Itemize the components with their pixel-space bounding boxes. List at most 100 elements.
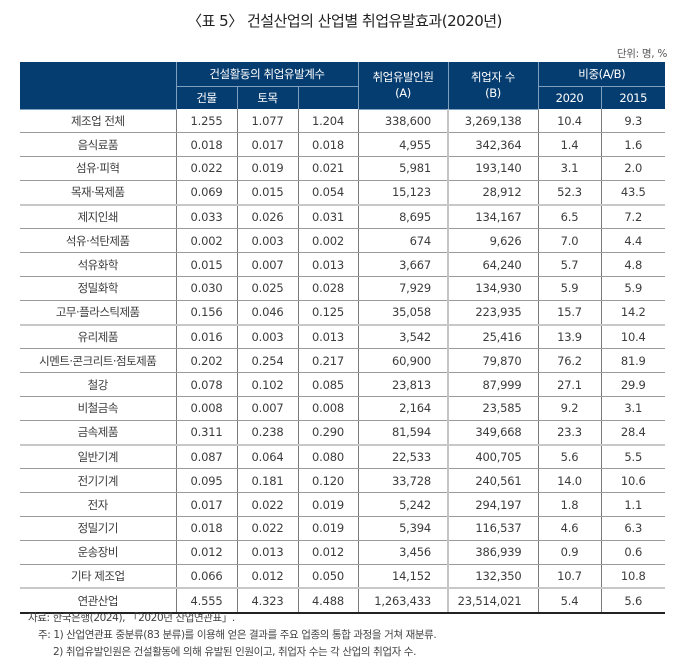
cell-ratio-2020: 7.0 [537,228,601,254]
cell-civil: 0.022 [236,492,298,518]
cell-building: 0.311 [175,420,237,446]
cell-ratio-2020: 6.5 [537,204,601,230]
cell-total: 0.019 [297,516,358,541]
table-row: 제조업 전체 1.255 1.077 1.204 338,600 3,269,138 10.… [20,109,665,134]
cell-induced: 1,263,433 [357,587,448,615]
table-row: 석유화학 0.015 0.007 0.013 3,667 64,240 5.7 4.8 [20,252,665,278]
cell-ratio-2020: 1.8 [537,492,601,518]
table-row: 철강 0.078 0.102 0.085 23,813 87,999 27.1 29.9 [20,372,665,398]
row-label: 운송장비 [20,540,176,565]
header-induced: 취업유발인원 (A) [357,62,448,110]
header-coef-group: 건설활동의 취업유발계수 [175,62,358,87]
cell-ratio-2020: 5.6 [537,444,601,470]
cell-ratio-2020: 23.3 [537,420,601,446]
table-row-total: 연관산업 4.555 4.323 4.488 1,263,433 23,514,021 5.… [20,587,665,615]
cell-ratio-2020: 3.1 [537,156,601,181]
cell-employed: 400,705 [447,444,538,470]
cell-civil: 0.026 [236,204,298,230]
cell-ratio-2020: 0.9 [537,540,601,565]
table-row: 일반기계 0.087 0.064 0.080 22,533 400,705 5.6 5.5 [20,444,665,470]
cell-civil: 0.102 [236,372,298,398]
cell-building: 0.156 [175,300,237,326]
cell-ratio-2015: 3.1 [600,396,665,421]
cell-building: 0.069 [175,180,237,206]
cell-civil: 0.003 [236,324,298,350]
cell-ratio-2015: 10.8 [600,564,665,590]
header-employed-line1: 취업자 수 [471,70,515,85]
table-row: 비철금속 0.008 0.007 0.008 2,164 23,585 9.2 3.1 [20,396,665,421]
cell-total: 0.013 [297,324,358,350]
cell-total: 0.008 [297,396,358,421]
cell-ratio-2020: 15.7 [537,300,601,326]
row-label: 금속제품 [20,420,176,446]
cell-building: 0.018 [175,132,237,158]
cell-employed: 240,561 [447,468,538,494]
row-label: 제조업 전체 [20,109,176,134]
cell-total: 0.120 [297,468,358,494]
cell-induced: 14,152 [357,564,448,590]
header-induced-line1: 취업유발인원 [372,70,434,85]
table-row: 정밀화학 0.030 0.025 0.028 7,929 134,930 5.9 5.9 [20,276,665,301]
cell-induced: 23,813 [357,372,448,398]
cell-building: 0.012 [175,540,237,565]
cell-civil: 0.025 [236,276,298,301]
table-row: 전자 0.017 0.022 0.019 5,242 294,197 1.8 1.1 [20,492,665,518]
cell-ratio-2020: 10.4 [537,109,601,134]
row-label: 기타 제조업 [20,564,176,590]
cell-total: 0.080 [297,444,358,470]
cell-employed: 23,585 [447,396,538,421]
cell-total: 0.012 [297,540,358,565]
cell-induced: 5,981 [357,156,448,181]
table-row: 석유·석탄제품 0.002 0.003 0.002 674 9,626 7.0 4.4 [20,228,665,254]
cell-civil: 0.238 [236,420,298,446]
cell-civil: 4.323 [236,587,298,615]
cell-civil: 0.007 [236,252,298,278]
header-employed-line2: (B) [485,86,501,101]
cell-total: 0.031 [297,204,358,230]
header-ratio-2015: 2015 [600,86,665,109]
header-employed: 취업자 수 (B) [447,62,538,110]
cell-total: 0.019 [297,492,358,518]
note-2: 2) 취업유발인원은 건설활동에 의해 유발된 인원이고, 취업자 수는 각 산… [53,646,417,658]
cell-civil: 0.003 [236,228,298,254]
cell-building: 0.095 [175,468,237,494]
cell-employed: 23,514,021 [447,587,538,615]
cell-building: 1.255 [175,109,237,134]
row-label: 전기기계 [20,468,176,494]
table-row: 유리제품 0.016 0.003 0.013 3,542 25,416 13.9 10.4 [20,324,665,350]
cell-ratio-2015: 81.9 [600,348,665,374]
cell-induced: 2,164 [357,396,448,421]
table-row: 전기기계 0.095 0.181 0.120 33,728 240,561 14.0 10.6 [20,468,665,494]
cell-total: 1.204 [297,109,358,134]
cell-building: 0.016 [175,324,237,350]
cell-building: 4.555 [175,587,237,615]
cell-ratio-2015: 1.6 [600,132,665,158]
row-label: 석유화학 [20,252,176,278]
cell-civil: 0.046 [236,300,298,326]
cell-civil: 0.254 [236,348,298,374]
cell-total: 0.290 [297,420,358,446]
cell-induced: 22,533 [357,444,448,470]
cell-civil: 0.013 [236,540,298,565]
cell-building: 0.202 [175,348,237,374]
table-row: 정밀기기 0.018 0.022 0.019 5,394 116,537 4.6 6.3 [20,516,665,541]
cell-total: 0.021 [297,156,358,181]
cell-ratio-2015: 2.0 [600,156,665,181]
cell-total: 0.125 [297,300,358,326]
cell-building: 0.030 [175,276,237,301]
row-label: 일반기계 [20,444,176,470]
cell-ratio-2020: 4.6 [537,516,601,541]
cell-total: 0.085 [297,372,358,398]
cell-ratio-2020: 9.2 [537,396,601,421]
header-ratio-2020: 2020 [537,86,601,109]
cell-civil: 0.022 [236,516,298,541]
cell-ratio-2015: 5.9 [600,276,665,301]
cell-building: 0.087 [175,444,237,470]
cell-employed: 132,350 [447,564,538,590]
note-1: 주: 1) 산업연관표 중분류(83 분류)를 이용해 얻은 결과를 주요 업종… [38,629,437,641]
cell-ratio-2020: 76.2 [537,348,601,374]
table-notes: 자료: 한국은행(2024), 「2020년 산업연관표」. 주: 1) 산업연… [28,610,437,661]
cell-employed: 193,140 [447,156,538,181]
row-label: 유리제품 [20,324,176,350]
cell-civil: 0.181 [236,468,298,494]
